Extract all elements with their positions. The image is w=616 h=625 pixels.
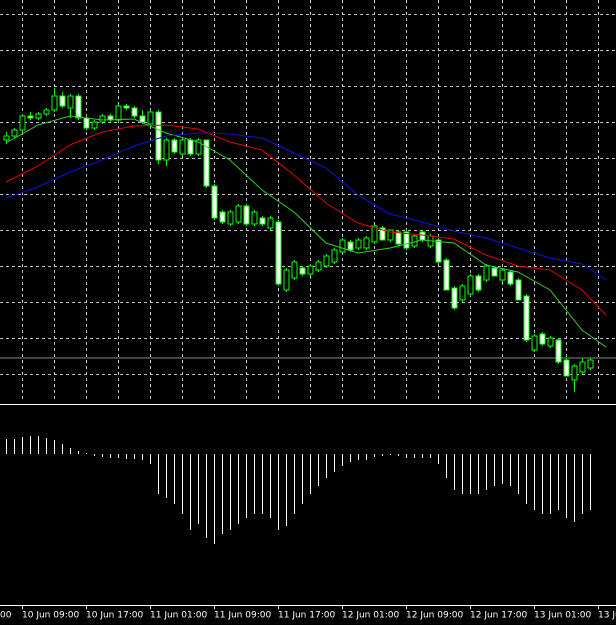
candle-body xyxy=(371,225,378,243)
candle-body xyxy=(163,139,170,161)
candle-body xyxy=(323,255,330,267)
candle-body xyxy=(267,217,274,229)
candle-body xyxy=(507,271,514,285)
candle-body xyxy=(491,267,498,277)
x-tick-label: 10 Jun 17:00 xyxy=(86,611,143,621)
candle-body xyxy=(555,339,562,363)
x-tick-label: 11 Jun 17:00 xyxy=(278,611,335,621)
candle-body xyxy=(83,117,90,129)
candle-body xyxy=(3,135,10,141)
x-tick-label: 13 Jun 01:00 xyxy=(534,611,591,621)
candle-body xyxy=(67,95,74,109)
candle-body xyxy=(315,261,322,271)
candle-body xyxy=(99,115,106,123)
candle-body xyxy=(435,239,442,263)
candle-body xyxy=(275,221,282,285)
candle-body xyxy=(467,275,474,295)
x-tick-label: 11 Jun 01:00 xyxy=(150,611,207,621)
candle-body xyxy=(539,333,546,345)
candle-body xyxy=(139,115,146,123)
candle-body xyxy=(187,139,194,155)
candle-body xyxy=(587,359,594,369)
candle-body xyxy=(155,111,162,161)
candle-body xyxy=(115,105,122,121)
candle-body xyxy=(131,107,138,117)
candle-body xyxy=(331,249,338,263)
candle-body xyxy=(363,237,370,249)
candle-body xyxy=(91,121,98,129)
candle-body xyxy=(251,211,258,225)
candle-body xyxy=(395,231,402,245)
candle-body xyxy=(483,265,490,281)
candle-body xyxy=(51,95,58,111)
candle-body xyxy=(355,239,362,249)
candle-body xyxy=(563,359,570,377)
candle-body xyxy=(227,211,234,225)
candle-body xyxy=(235,205,242,223)
candle-body xyxy=(475,275,482,291)
candle-body xyxy=(243,205,250,225)
x-tick-label: 12 Jun 17:00 xyxy=(470,611,527,621)
candle-body xyxy=(499,269,506,281)
candle-body xyxy=(531,335,538,351)
candle-body xyxy=(451,287,458,309)
x-tick-label: 12 Jun 09:00 xyxy=(406,611,463,621)
candle-body xyxy=(515,279,522,301)
candle-body xyxy=(19,115,26,131)
candle-body xyxy=(35,113,42,119)
candle-body xyxy=(219,211,226,223)
candle-body xyxy=(291,261,298,279)
candle-body xyxy=(547,337,554,347)
candle-body xyxy=(299,267,306,275)
candle-body xyxy=(259,217,266,225)
candle-body xyxy=(179,139,186,155)
candle-body xyxy=(59,95,66,107)
moving-average xyxy=(5,132,607,281)
x-tick-label: 13 Jun xyxy=(598,611,616,621)
candle-body xyxy=(123,105,130,109)
candle-body xyxy=(523,295,530,341)
candle-body xyxy=(147,111,154,125)
candle-body xyxy=(347,241,354,251)
candle-body xyxy=(571,365,578,381)
x-tick-label: 10 Jun 09:00 xyxy=(22,611,79,621)
candle-body xyxy=(283,269,290,291)
candle-body xyxy=(339,239,346,253)
x-tick-label: 11 Jun 09:00 xyxy=(214,611,271,621)
candle-body xyxy=(307,265,314,275)
candle-body xyxy=(27,115,34,119)
candle-body xyxy=(75,95,82,119)
time-axis: 00 10 Jun 09:00 10 Jun 17:00 11 Jun 01:00 11… xyxy=(0,605,616,621)
candle-body xyxy=(379,227,386,241)
candle-body xyxy=(403,231,410,249)
candle-body xyxy=(195,139,202,155)
moving-average xyxy=(5,124,607,316)
candle-body xyxy=(579,361,586,373)
x-tick-label: 00 xyxy=(0,611,12,621)
candle-body xyxy=(211,185,218,219)
candle-body xyxy=(459,285,466,301)
candle-body xyxy=(43,109,50,115)
candle-body xyxy=(387,229,394,241)
moving-average xyxy=(5,115,607,348)
oscillator-panel xyxy=(6,436,591,544)
candle-body xyxy=(203,139,210,187)
x-tick-label: 12 Jun 01:00 xyxy=(342,611,399,621)
candle-body xyxy=(443,259,450,291)
candle-body xyxy=(171,139,178,153)
candle-body xyxy=(11,129,18,137)
price-panel xyxy=(0,0,616,402)
candle-body xyxy=(419,231,426,241)
